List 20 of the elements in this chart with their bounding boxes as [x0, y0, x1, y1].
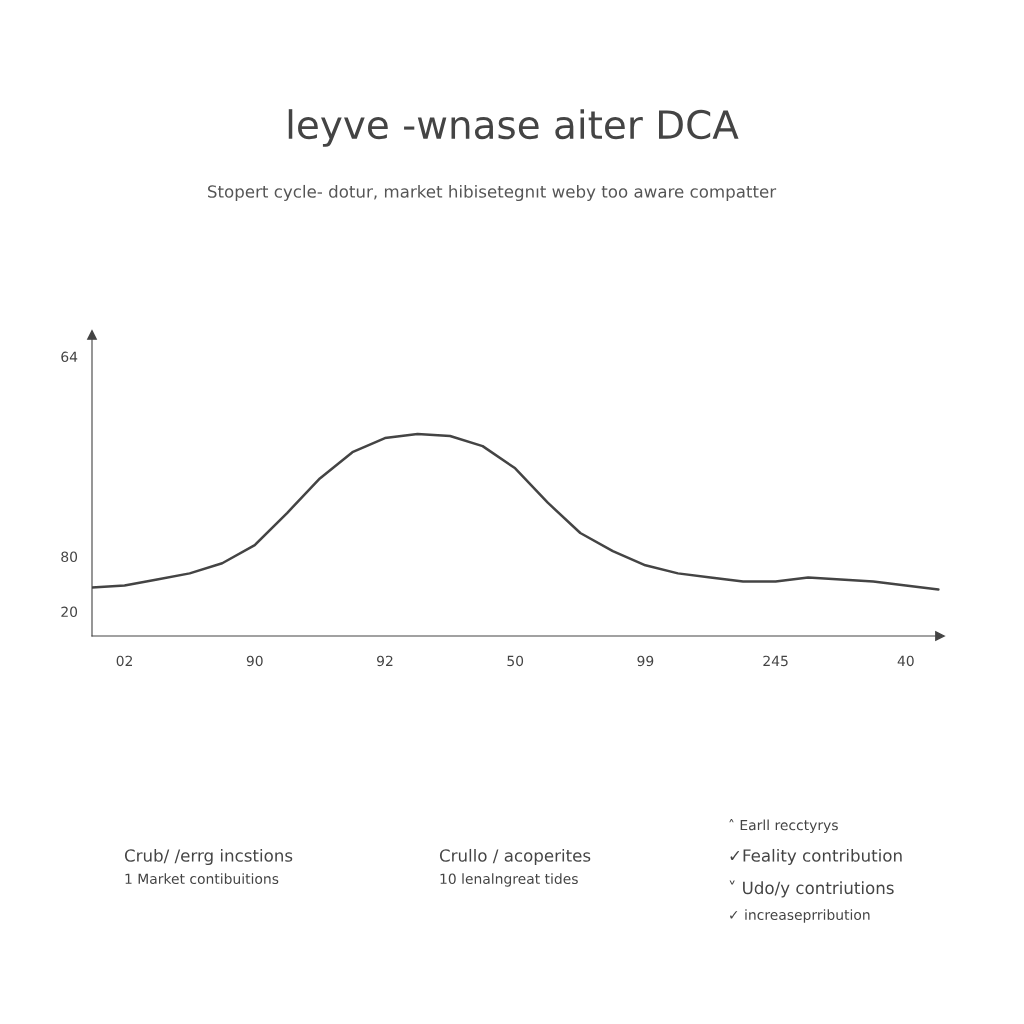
text: 80 [61, 551, 78, 563]
text: Crullo / acoperites [439, 848, 591, 866]
text: Crub/ /errg incstions [124, 848, 293, 866]
chart-title: leyve -wnase aiter DCA [288, 109, 739, 147]
text: ✓Feality contribution [730, 848, 902, 866]
text: ˄ Earll recctyrys [729, 819, 838, 833]
text: ˅ Udo/y contriutions [729, 880, 894, 898]
text: 1 Market contibuitions [125, 873, 279, 885]
x-tick-label: 02 [116, 655, 132, 667]
chart-subtitle: Stopert cycle- dotur, market hibisetegnıt weby too aware compatter [208, 184, 777, 202]
x-tick-label: 99 [637, 655, 654, 667]
text: 10 lenalngreat tides [440, 873, 578, 887]
x-tick-label: 92 [377, 655, 393, 667]
text: 64 [61, 351, 78, 363]
x-tick-label: 40 [897, 655, 914, 667]
x-tick-label: 245 [763, 655, 788, 667]
x-tick-label: 90 [246, 655, 263, 667]
text: ✓ increaseprribution [730, 909, 870, 923]
text: 20 [61, 606, 78, 618]
x-tick-label: 50 [507, 655, 524, 667]
